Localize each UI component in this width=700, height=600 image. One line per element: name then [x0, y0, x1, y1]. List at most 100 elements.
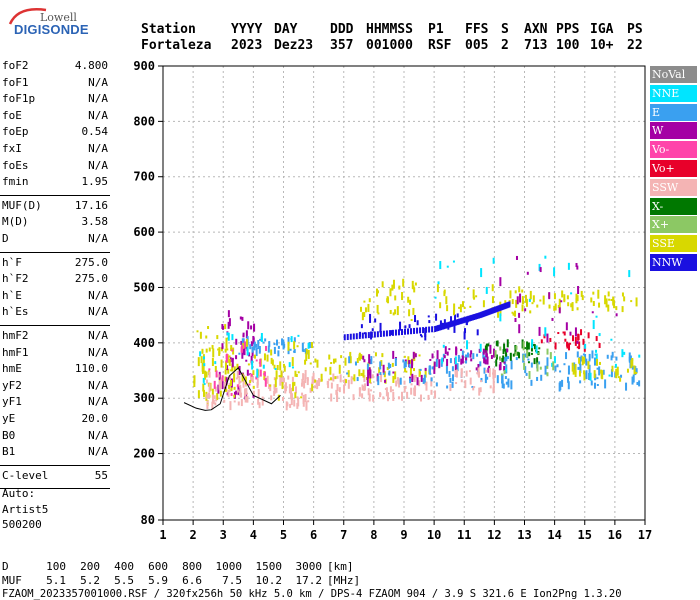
- echo-point: [361, 393, 364, 399]
- echo-point: [197, 357, 200, 367]
- echo-point: [253, 354, 256, 359]
- echo-point: [269, 384, 272, 392]
- echo-point: [597, 289, 600, 299]
- echo-point: [363, 374, 366, 382]
- footer-value: 5.2: [80, 574, 100, 587]
- trace-point: [496, 305, 499, 312]
- echo-point: [591, 350, 594, 359]
- echo-point: [226, 355, 229, 363]
- echo-point: [371, 328, 374, 332]
- echo-point: [525, 372, 528, 376]
- echo-point: [297, 334, 300, 337]
- echo-point: [208, 371, 211, 378]
- echo-point: [598, 361, 601, 365]
- trace-point: [473, 313, 476, 320]
- trace-point: [425, 326, 428, 333]
- echo-point: [502, 349, 505, 355]
- echo-point: [578, 357, 581, 364]
- echo-point: [549, 352, 552, 360]
- echo-point: [390, 330, 393, 336]
- echo-point: [287, 375, 290, 380]
- trace-point: [367, 332, 370, 339]
- header-cell: 10+: [590, 38, 614, 53]
- echo-point: [363, 300, 366, 303]
- echo-point: [515, 351, 518, 356]
- echo-point: [336, 375, 339, 379]
- echo-point: [242, 332, 245, 337]
- param-row: yF1 N/A: [2, 395, 108, 412]
- header-cell: IGA: [590, 22, 614, 37]
- echo-point: [633, 365, 636, 375]
- echo-point: [327, 381, 330, 389]
- echo-point: [558, 298, 561, 304]
- footer-value: 5.1: [46, 574, 66, 587]
- param-value: 110.0: [74, 362, 108, 376]
- echo-point: [228, 355, 231, 358]
- echo-point: [245, 359, 248, 362]
- trace-point: [379, 330, 382, 337]
- echo-point: [439, 261, 442, 270]
- echo-point: [360, 324, 363, 329]
- echo-point: [602, 369, 605, 375]
- echo-point: [454, 370, 457, 378]
- echo-point: [480, 268, 483, 278]
- header-cell: 2023: [231, 38, 263, 53]
- param-value: N/A: [88, 108, 108, 122]
- echo-point: [574, 364, 577, 374]
- echo-point: [268, 342, 271, 347]
- echo-point: [314, 358, 317, 363]
- echo-point: [356, 377, 359, 382]
- echo-point: [247, 363, 250, 366]
- echo-point: [571, 302, 574, 312]
- legend-item-vo-: Vo-: [650, 141, 697, 159]
- echo-point: [246, 369, 249, 376]
- echo-point: [423, 374, 426, 383]
- echo-point: [548, 292, 551, 300]
- echo-point: [544, 327, 547, 337]
- param-row: foEs N/A: [2, 159, 108, 176]
- echo-point: [477, 371, 480, 378]
- echo-point: [354, 361, 357, 366]
- echo-point: [501, 381, 504, 384]
- echo-point: [450, 316, 453, 325]
- footer-value: 3000: [295, 560, 323, 573]
- trace-point: [364, 332, 367, 339]
- trace-point: [443, 323, 446, 330]
- echo-point: [360, 372, 363, 376]
- echo-point: [486, 356, 489, 365]
- echo-point: [514, 318, 517, 323]
- echo-point: [235, 338, 238, 345]
- echo-point: [469, 305, 472, 308]
- x-tick-label: 10: [427, 528, 441, 542]
- echo-point: [598, 302, 601, 308]
- trace-point: [477, 312, 480, 319]
- trace-point: [455, 319, 458, 326]
- footer-row-label: D: [2, 560, 9, 573]
- echo-point: [320, 373, 323, 382]
- echo-point: [572, 369, 575, 375]
- echo-point: [246, 346, 249, 356]
- echo-point: [576, 351, 579, 358]
- trace-point: [452, 320, 455, 327]
- echo-point: [501, 380, 504, 389]
- echo-point: [241, 316, 244, 321]
- echo-point: [567, 381, 570, 390]
- echo-point: [577, 347, 580, 350]
- param-name: MUF(D): [2, 198, 42, 212]
- echo-point: [403, 355, 406, 358]
- echo-point: [576, 340, 579, 344]
- footer-muf-row: MUF 5.1 5.2 5.5 5.9 6.6 7.5 10.2 17.2 [MHz]: [2, 574, 371, 587]
- echo-point: [205, 335, 208, 339]
- echo-point: [255, 348, 258, 357]
- autoscale-label: Auto:: [2, 487, 36, 500]
- echo-point: [255, 359, 258, 362]
- echo-point: [485, 343, 488, 351]
- echo-point: [623, 351, 626, 355]
- echo-point: [211, 388, 214, 398]
- echo-point: [589, 372, 592, 381]
- echo-point: [208, 383, 211, 393]
- echo-point: [225, 377, 228, 385]
- echo-point: [273, 346, 276, 354]
- footer-value: 5.9: [148, 574, 168, 587]
- echo-point: [307, 342, 310, 349]
